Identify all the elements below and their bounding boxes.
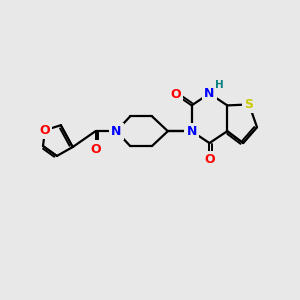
Text: O: O bbox=[40, 124, 50, 137]
Text: O: O bbox=[90, 142, 101, 155]
Text: O: O bbox=[204, 153, 215, 167]
Text: H: H bbox=[215, 80, 224, 90]
Text: N: N bbox=[186, 125, 197, 138]
Text: N: N bbox=[111, 125, 122, 138]
Text: N: N bbox=[204, 87, 214, 100]
Text: S: S bbox=[244, 98, 253, 111]
Text: O: O bbox=[170, 88, 181, 101]
